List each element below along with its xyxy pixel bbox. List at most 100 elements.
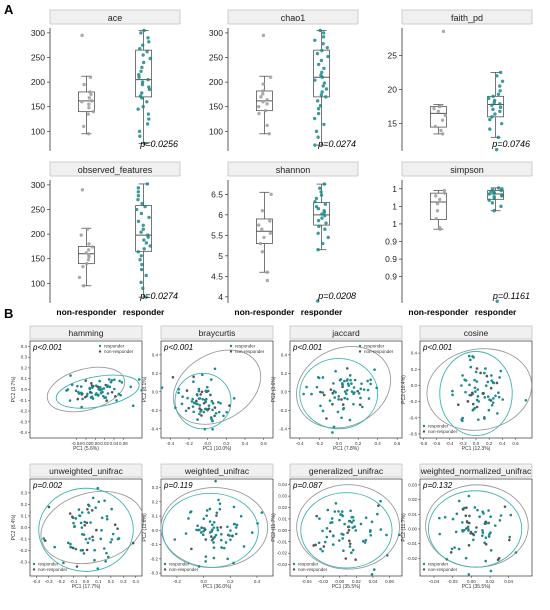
- y-tick-label: 1: [392, 201, 397, 211]
- sample-point: [467, 544, 471, 547]
- y-tick-label: 0.1: [21, 513, 28, 518]
- sample-point: [97, 500, 101, 504]
- pcoa-weighted_normalized_unifrac: weighted_normalized_unifrac -0.04 -0.02 0.0…: [401, 463, 533, 590]
- sample-point: [234, 526, 238, 529]
- sample-point: [340, 398, 343, 401]
- facet-title: unweighted_unifrac: [49, 466, 123, 476]
- y-tick-label: -0.1: [19, 398, 27, 403]
- box: [135, 49, 153, 98]
- sample-point: [476, 388, 480, 391]
- sample-point: [74, 389, 78, 393]
- facet-strip: [401, 161, 533, 177]
- sample-point: [220, 532, 223, 536]
- sample-point: [220, 546, 223, 549]
- sample-point: [197, 397, 201, 400]
- sample-point: [89, 396, 93, 399]
- sample-point: [208, 507, 212, 511]
- confidence-ellipse-responder: [296, 345, 392, 429]
- y-tick-label: 300: [31, 28, 45, 38]
- sample-point: [96, 567, 100, 570]
- points: [312, 499, 401, 576]
- sample-point: [232, 561, 235, 565]
- facet-title: cosine: [464, 328, 489, 338]
- data-point: [313, 143, 317, 147]
- sample-point: [83, 520, 87, 524]
- sample-point: [70, 383, 74, 387]
- sample-point: [322, 393, 326, 397]
- facet-title: observed_features: [78, 165, 153, 175]
- sample-point: [196, 418, 199, 421]
- data-point: [314, 196, 319, 201]
- sample-point: [191, 397, 194, 401]
- sample-point: [192, 410, 195, 414]
- sample-point: [208, 520, 212, 523]
- legend-label: non-responder: [298, 567, 328, 572]
- sample-point: [343, 379, 346, 383]
- data-point: [79, 233, 83, 237]
- sample-point: [362, 388, 366, 391]
- sample-point: [109, 540, 113, 544]
- x-tick-label: -0.2: [57, 579, 65, 584]
- legend-marker: [422, 562, 426, 566]
- confidence-ellipse-non-responder: [38, 487, 134, 572]
- y-tick-label: -0.4: [150, 426, 158, 431]
- sample-point: [497, 395, 501, 399]
- sample-point: [79, 385, 83, 388]
- x-tick-label: -0.04: [72, 441, 83, 446]
- y-axis-label: PC2 (11.6%): [142, 513, 148, 542]
- sample-point: [471, 532, 475, 536]
- x-tick-label: 0.04: [110, 441, 119, 446]
- sample-point: [347, 528, 351, 532]
- x-tick-label: 0.02: [486, 579, 495, 584]
- sample-point: [478, 515, 481, 519]
- x-tick-label: 0.4: [254, 579, 261, 584]
- sample-point: [492, 397, 495, 400]
- sample-point: [346, 531, 349, 535]
- x-tick-label: 0.2: [108, 579, 115, 584]
- data-point: [492, 209, 496, 213]
- data-point: [263, 108, 268, 113]
- data-point: [493, 112, 497, 116]
- sample-point: [234, 532, 238, 536]
- data-point: [139, 267, 144, 272]
- data-point: [142, 28, 146, 33]
- legend-marker: [163, 562, 167, 566]
- legend-label: responder: [38, 562, 59, 567]
- data-point: [140, 201, 144, 206]
- data-point: [139, 280, 143, 285]
- data-point: [141, 105, 145, 109]
- data-point: [77, 275, 82, 280]
- data-point: [495, 299, 499, 303]
- data-point: [141, 223, 146, 227]
- sample-point: [332, 382, 335, 385]
- sample-point: [197, 387, 201, 391]
- sample-point: [106, 555, 110, 559]
- data-point: [145, 122, 150, 126]
- legend-label: responder: [169, 562, 190, 567]
- y-tick-label: 25: [388, 50, 398, 60]
- sample-point: [364, 516, 368, 520]
- sample-point: [342, 549, 345, 552]
- sample-point: [71, 515, 74, 519]
- sample-point: [495, 381, 499, 385]
- data-point: [81, 264, 85, 269]
- data-point: [313, 38, 317, 42]
- sample-point: [472, 356, 475, 359]
- y-tick-label: 0.2: [152, 371, 159, 376]
- facet-title: hamming: [69, 328, 104, 338]
- sample-point: [210, 417, 213, 421]
- sample-point: [302, 392, 305, 396]
- sample-point: [361, 539, 365, 543]
- legend-label: non-responder: [428, 567, 458, 572]
- sample-point: [104, 560, 107, 563]
- sample-point: [334, 391, 337, 394]
- data-point: [146, 77, 150, 82]
- sample-point: [90, 384, 94, 387]
- sample-point: [312, 544, 315, 547]
- sample-point: [485, 374, 489, 378]
- confidence-ellipse-non-responder: [161, 492, 259, 568]
- data-point: [321, 84, 325, 88]
- data-point: [87, 102, 91, 106]
- data-point: [136, 250, 140, 254]
- y-tick-label: 150: [209, 102, 223, 112]
